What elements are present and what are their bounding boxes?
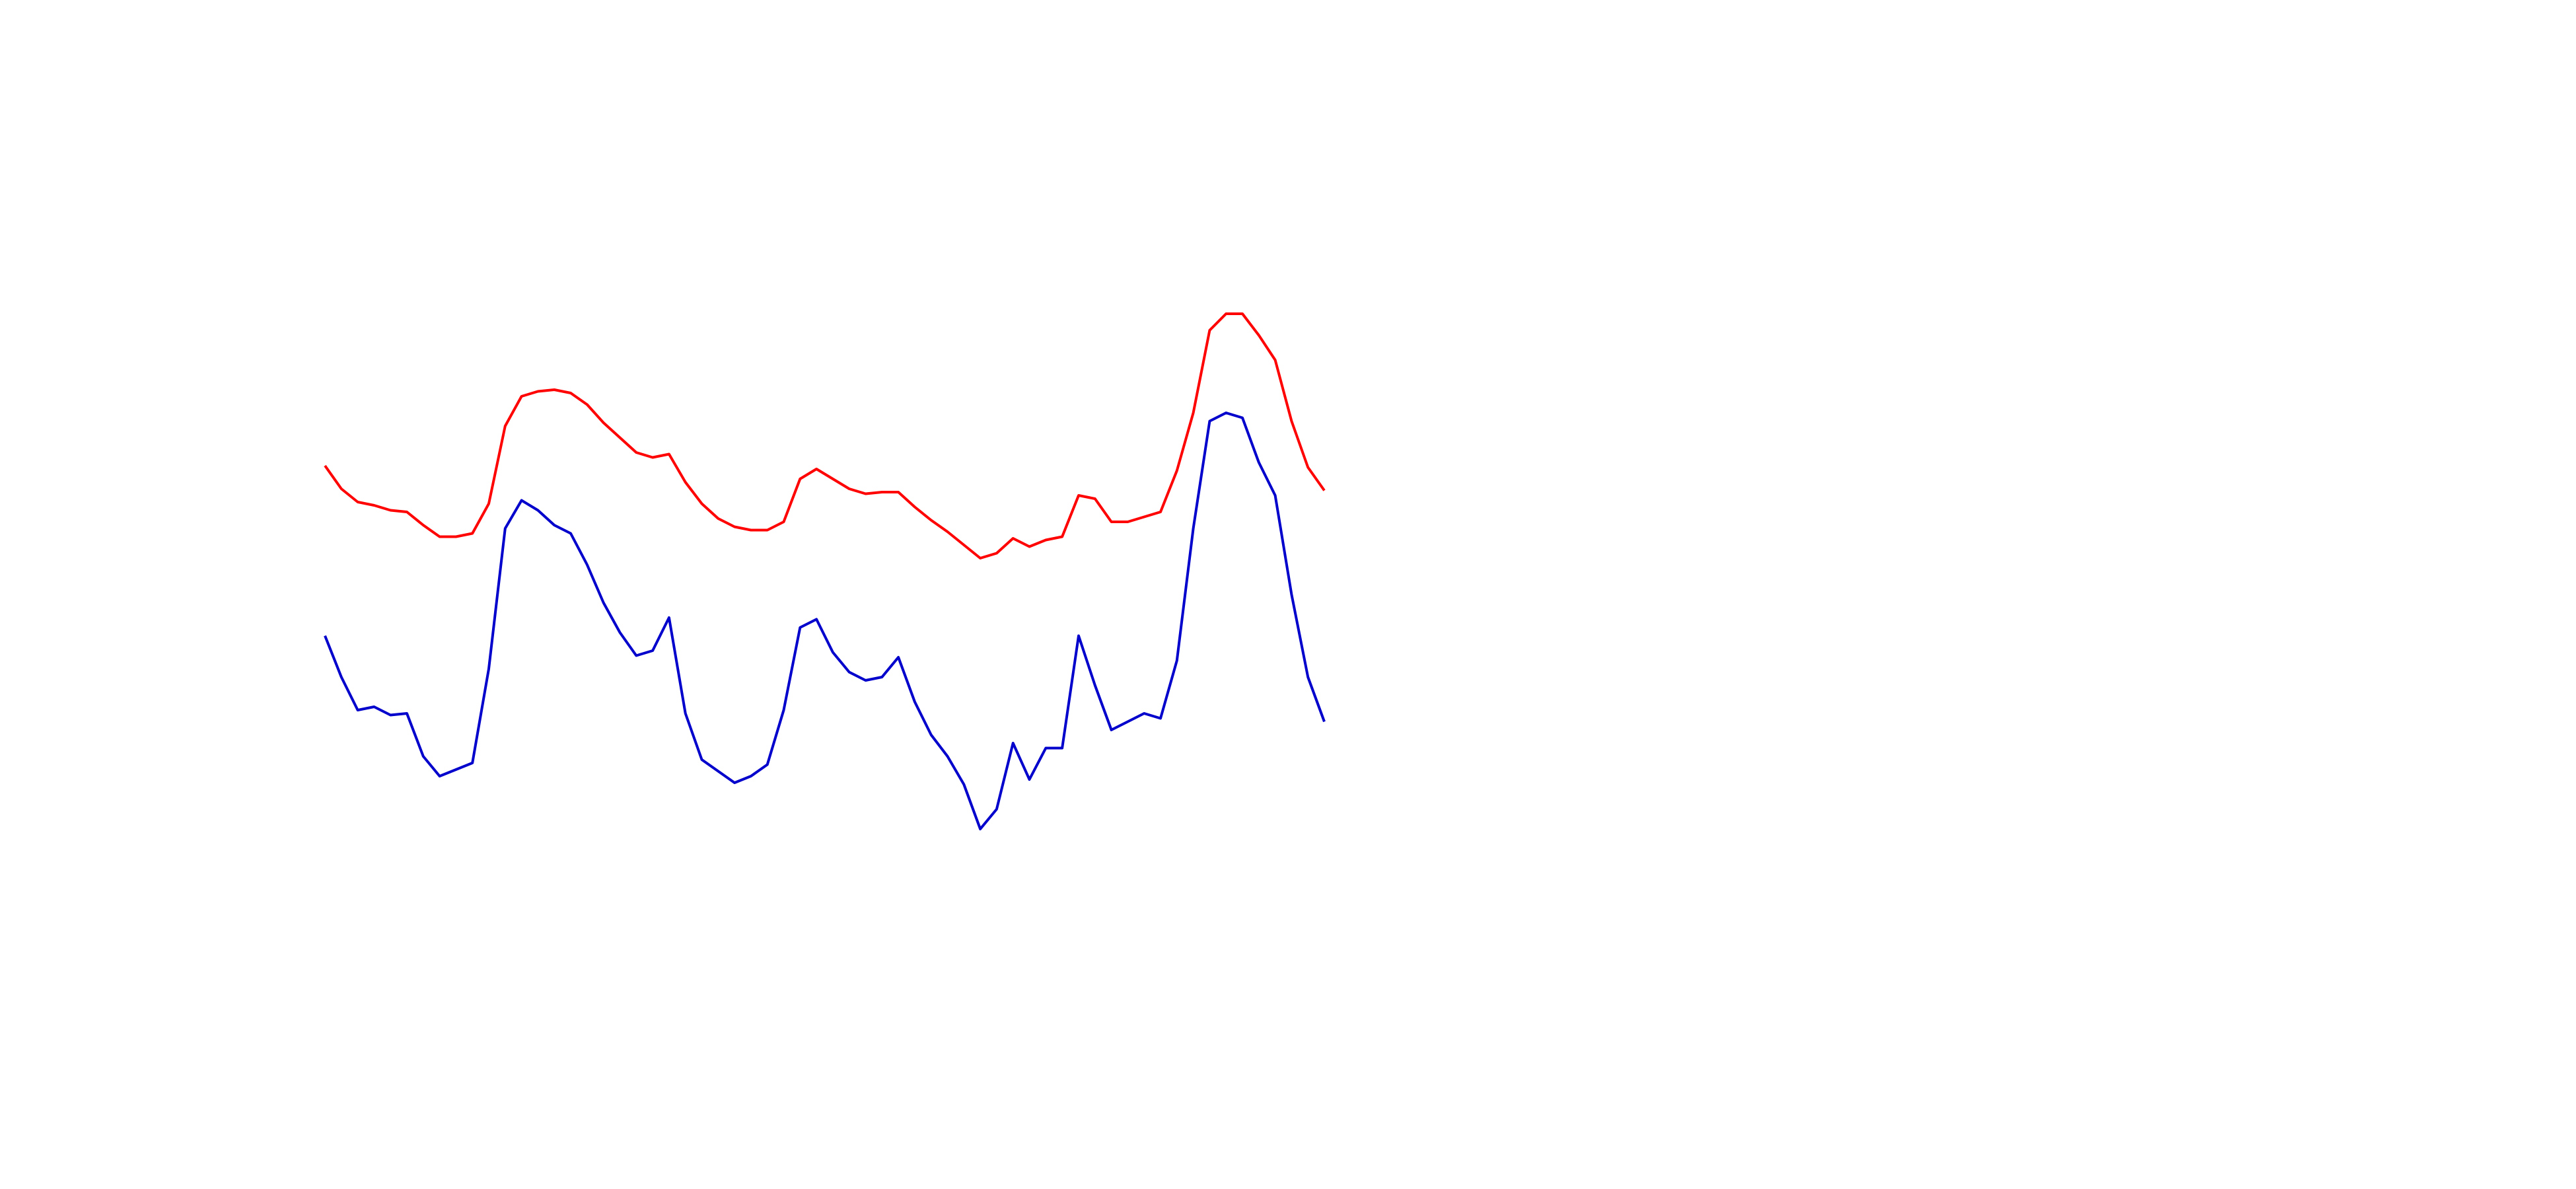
line-series <box>324 412 1326 830</box>
line-series <box>324 312 1326 559</box>
